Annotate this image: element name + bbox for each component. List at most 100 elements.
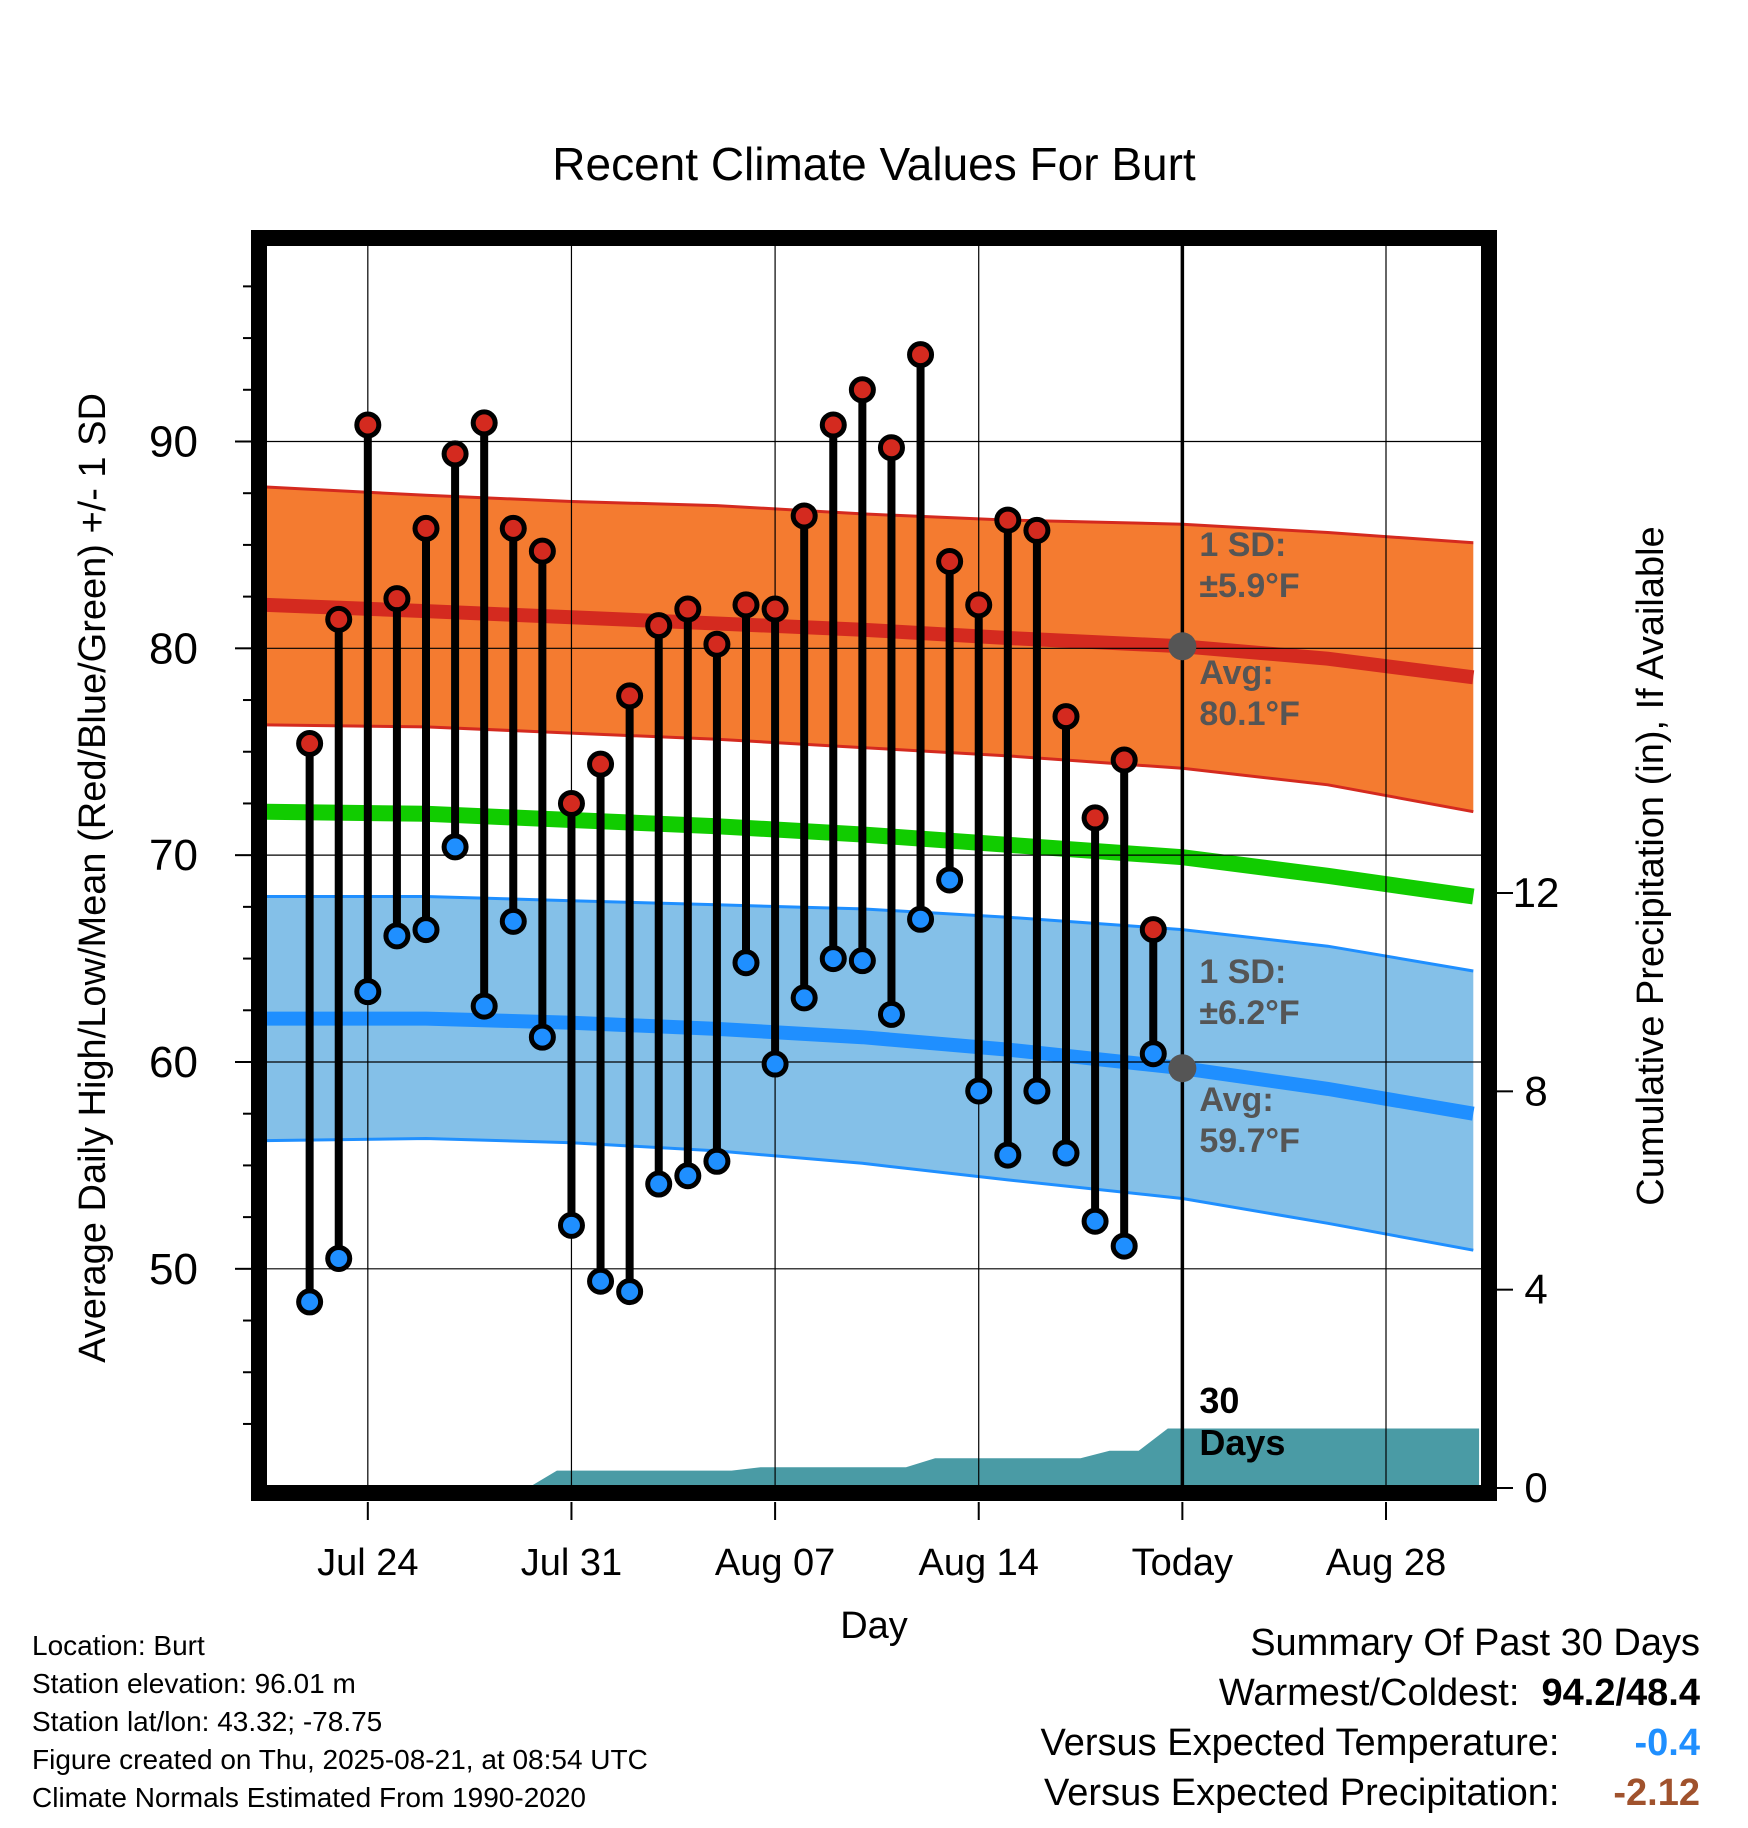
y2-tick-label: 12 [1513,869,1560,916]
daily-high-point [732,591,760,619]
daily-low-point [528,1023,556,1051]
daily-low-point [936,866,964,894]
daily-high-point [1139,916,1167,944]
daily-high-point [499,514,527,542]
daily-low-point [761,1050,789,1078]
daily-high-point [616,682,644,710]
summary-title: Summary Of Past 30 Days [1250,1622,1700,1664]
climate-normals-note: Climate Normals Estimated From 1990-2020 [32,1782,586,1813]
daily-low-point [383,922,411,950]
temp-departure-label: Versus Expected Temperature: [1040,1722,1560,1764]
daily-low-point [703,1147,731,1175]
station-elevation: Station elevation: 96.01 m [32,1668,356,1699]
daily-low-point [645,1170,673,1198]
y-tick-label: 80 [149,624,198,673]
precip-departure-value: -2.12 [1613,1772,1700,1814]
daily-high-point [1110,746,1138,774]
daily-high-point [761,595,789,623]
daily-low-point [557,1211,585,1239]
daily-high-point [528,537,556,565]
daily-high-point [1081,804,1109,832]
low-avg-line [266,1011,1475,1121]
days-label-word: Days [1199,1422,1285,1463]
days-label-number: 30 [1199,1380,1239,1421]
summary-warmest-coldest: Warmest/Coldest: 94.2/48.4 [1041,1668,1700,1718]
daily-low-point [1023,1077,1051,1105]
daily-low-point [587,1267,615,1295]
low-sd-label: 1 SD: [1199,953,1286,991]
precip-departure-label: Versus Expected Precipitation: [1044,1772,1560,1814]
high-sd-label: 1 SD: [1199,526,1286,564]
daily-high-point [994,506,1022,534]
y-axis-label-right: Cumulative Precipitation (in), If Availa… [1630,526,1672,1205]
station-location: Location: Burt [32,1630,205,1661]
daily-low-point [412,916,440,944]
precip-area [531,1428,1480,1486]
x-tick-label: Jul 24 [317,1542,418,1584]
daily-low-point [907,905,935,933]
daily-low-point [296,1288,324,1316]
daily-high-point [819,411,847,439]
daily-low-point [994,1141,1022,1169]
daily-high-point [587,750,615,778]
daily-high-point [354,411,382,439]
station-latlon: Station lat/lon: 43.32; -78.75 [32,1706,383,1737]
daily-low-point [1139,1040,1167,1068]
daily-low-point [470,992,498,1020]
x-tick-label: Today [1132,1542,1233,1584]
daily-low-point [616,1278,644,1306]
low-sd-lower-line [266,1136,1474,1252]
warmest-coldest-value: 94.2/48.4 [1541,1672,1700,1714]
summary-temp-departure: Versus Expected Temperature: -0.4 [1041,1718,1700,1768]
daily-high-point [703,630,731,658]
daily-low-point [1110,1232,1138,1260]
daily-high-point [674,595,702,623]
daily-low-point [877,1000,905,1028]
daily-high-point [848,376,876,404]
daily-low-point [819,945,847,973]
low-avg-label: Avg: [1199,1081,1273,1119]
x-axis-label: Day [840,1605,908,1647]
y2-tick-label: 8 [1524,1067,1547,1114]
y2-tick-label: 4 [1524,1266,1547,1313]
today-high-normal-marker [1168,632,1197,661]
y-tick-label: 50 [149,1245,198,1294]
x-tick-label: Aug 07 [715,1542,835,1584]
daily-high-point [470,409,498,437]
daily-low-point [848,947,876,975]
daily-high-point [296,729,324,757]
y-axis-label-left: Average Daily High/Low/Mean (Red/Blue/Gr… [72,393,114,1363]
high-sd-value: ±5.9°F [1199,567,1299,605]
daily-low-point [325,1244,353,1272]
high-avg-label: Avg: [1199,654,1273,692]
x-tick-label: Aug 14 [919,1542,1039,1584]
daily-high-point [1052,703,1080,731]
low-sd-value: ±6.2°F [1199,994,1299,1032]
daily-low-point [1052,1139,1080,1167]
chart-title: Recent Climate Values For Burt [552,138,1196,190]
daily-high-point [790,502,818,530]
high-avg-value: 80.1°F [1199,695,1300,733]
y2-tick-label: 0 [1524,1464,1547,1511]
daily-low-point [790,984,818,1012]
daily-high-point [936,547,964,575]
today-low-normal-marker [1168,1054,1197,1083]
daily-high-point [645,612,673,640]
x-tick-label: Jul 31 [521,1542,622,1584]
daily-low-point [732,949,760,977]
high-sd-band [266,487,1474,812]
y-tick-label: 60 [149,1038,198,1087]
y-tick-label: 90 [149,417,198,466]
daily-low-point [965,1077,993,1105]
warmest-coldest-label: Warmest/Coldest: [1218,1672,1520,1714]
daily-high-point [383,585,411,613]
daily-low-point [674,1162,702,1190]
x-tick-label: Aug 28 [1326,1542,1446,1584]
daily-high-point [325,605,353,633]
y-tick-label: 70 [149,831,198,880]
daily-high-point [907,341,935,369]
low-avg-value: 59.7°F [1199,1122,1300,1160]
daily-high-point [557,789,585,817]
